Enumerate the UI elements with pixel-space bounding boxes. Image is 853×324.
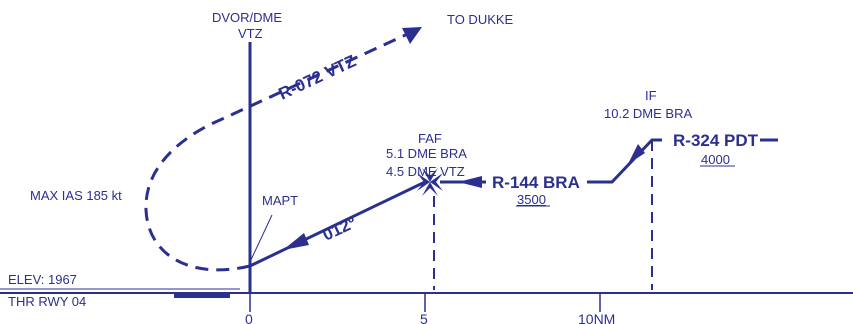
to-dukke-label: TO DUKKE [447, 12, 514, 27]
mapt-leader [249, 214, 273, 263]
faf-line2: 5.1 DME BRA [386, 146, 467, 161]
radial-324-label: R-324 PDT [673, 131, 759, 150]
scale-label-10: 10NM [578, 311, 615, 324]
runway-bar [174, 292, 230, 298]
if-arrowhead [628, 144, 645, 164]
if-line2: 10.2 DME BRA [604, 106, 692, 121]
radial-072-label: R-072 VTZ [276, 51, 359, 103]
intermediate-arrowhead [458, 176, 482, 188]
scale-label-0: 0 [245, 311, 253, 324]
final-approach-arrowhead [283, 233, 309, 250]
max-ias-label: MAX IAS 185 kt [30, 188, 122, 203]
scale-label-5: 5 [420, 311, 428, 324]
missed-approach-path [144, 30, 413, 272]
dvor-label-line1: DVOR/DME [212, 10, 282, 25]
alt-4000: 4000 [701, 152, 730, 167]
faf-line3: 4.5 DME VTZ [386, 164, 465, 179]
faf-fix-symbol [417, 168, 443, 196]
if-title: IF [645, 88, 657, 103]
final-approach-track [249, 180, 426, 268]
missed-approach-arrowhead [402, 27, 422, 44]
intermediate-segment-right [587, 138, 662, 184]
course-012-label: 012º [320, 213, 359, 245]
dvor-label-line2: VTZ [238, 26, 263, 41]
radial-144-label: R-144 BRA [492, 173, 580, 192]
thr-label: THR RWY 04 [8, 294, 86, 309]
alt-3500: 3500 [517, 192, 546, 207]
mapt-label: MAPT [262, 193, 298, 208]
faf-title: FAF [418, 131, 442, 146]
elev-label: ELEV: 1967 [8, 272, 77, 287]
